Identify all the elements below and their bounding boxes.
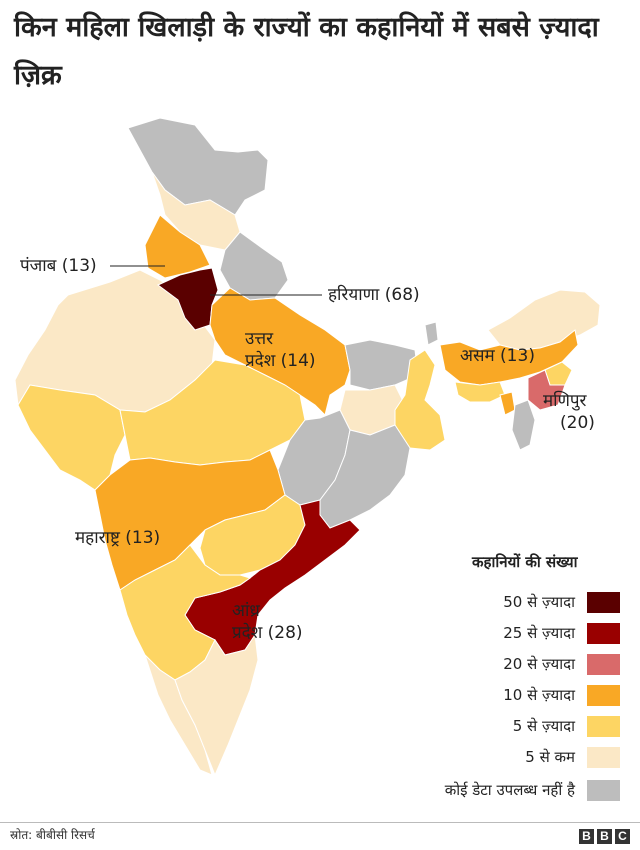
- label-andhra-line1: आंध्र: [232, 601, 260, 621]
- state-tamil-nadu: [174, 633, 259, 777]
- legend-swatch: [587, 684, 620, 706]
- state-manipur: [527, 369, 566, 411]
- state-gujarat: [17, 384, 126, 491]
- legend-title: कहानियों की संख्या: [472, 553, 578, 571]
- legend-item-label: 20 से ज़्यादा: [503, 655, 575, 673]
- legend-item-label: 5 से कम: [525, 748, 575, 766]
- state-kerala: [144, 654, 213, 776]
- label-assam: असम (13): [460, 346, 535, 366]
- state-tripura: [499, 391, 516, 416]
- bbc-logo-block: C: [615, 829, 630, 844]
- state-meghalaya: [454, 381, 506, 403]
- map-title: किन महिला खिलाड़ी के राज्यों का कहानियों…: [14, 12, 599, 91]
- source-note: स्रोत: बीबीसी रिसर्च: [10, 828, 95, 842]
- state-uttar-pradesh: [209, 287, 351, 416]
- legend-item-label: 50 से ज़्यादा: [503, 593, 575, 611]
- footer-divider: [0, 822, 640, 823]
- state-uttarakhand: [219, 231, 289, 301]
- legend-swatch: [587, 591, 620, 613]
- label-uttar-pradesh: उत्तर प्रदेश (14): [245, 328, 316, 372]
- label-manipur-line2: (20): [560, 413, 595, 433]
- state-mizoram: [511, 399, 536, 451]
- label-andhra-pradesh: आंध्र प्रदेश (28): [232, 600, 303, 644]
- legend-item: 25 से ज़्यादा: [503, 621, 620, 645]
- label-manipur: मणिपुर (20): [543, 390, 595, 434]
- legend-swatch: [587, 779, 620, 801]
- legend-item: 5 से ज़्यादा: [513, 714, 620, 738]
- bbc-logo-block: B: [597, 829, 612, 844]
- legend-swatch: [587, 653, 620, 675]
- bbc-logo-block: B: [579, 829, 594, 844]
- label-up-line2: प्रदेश (14): [245, 351, 316, 371]
- label-punjab: पंजाब (13): [20, 256, 97, 276]
- legend-item: 20 से ज़्यादा: [503, 652, 620, 676]
- legend-item: 50 से ज़्यादा: [503, 590, 620, 614]
- state-west-bengal: [394, 349, 446, 451]
- legend-item: 5 से कम: [525, 745, 620, 769]
- legend-item-label: 10 से ज़्यादा: [503, 686, 575, 704]
- label-up-line1: उत्तर: [245, 329, 274, 349]
- legend-swatch: [587, 715, 620, 737]
- state-sikkim: [424, 321, 439, 346]
- legend-item-label: 5 से ज़्यादा: [512, 717, 575, 735]
- state-jammu-kashmir: [127, 117, 269, 216]
- label-haryana: हरियाणा (68): [328, 285, 420, 305]
- legend-swatch: [587, 622, 620, 644]
- legend-item-label: 25 से ज़्यादा: [503, 624, 575, 642]
- bbc-logo: B B C: [579, 829, 630, 844]
- label-andhra-line2: प्रदेश (28): [232, 623, 303, 643]
- legend-item-label: कोई डेटा उपलब्ध नहीं है: [444, 781, 575, 799]
- legend-swatch: [587, 746, 620, 768]
- label-maharashtra: महाराष्ट्र (13): [75, 528, 161, 548]
- legend-item: कोई डेटा उपलब्ध नहीं है: [445, 778, 620, 802]
- legend-item: 10 से ज़्यादा: [503, 683, 620, 707]
- state-bihar: [344, 339, 419, 391]
- state-arunachal: [487, 289, 601, 351]
- label-manipur-line1: मणिपुर: [543, 391, 587, 411]
